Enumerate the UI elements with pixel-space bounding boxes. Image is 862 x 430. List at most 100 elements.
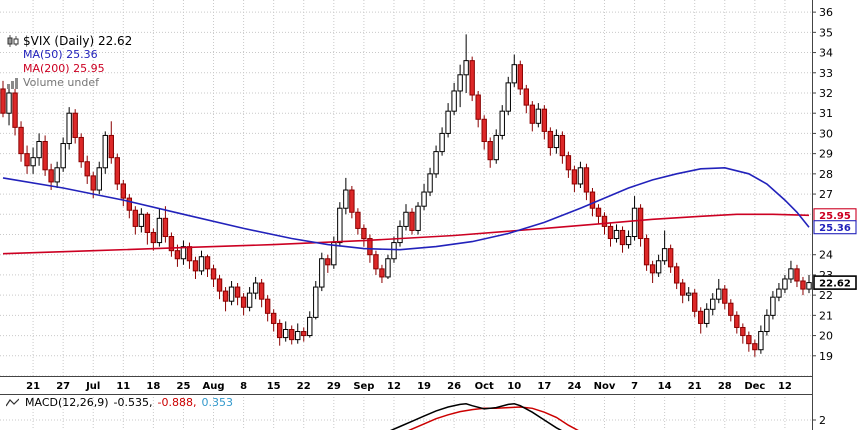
down-candle-body bbox=[174, 250, 181, 260]
down-candle-body bbox=[607, 225, 614, 240]
down-candle-body bbox=[643, 238, 650, 266]
up-candle-body bbox=[6, 92, 12, 114]
legend-volume-row: Volume undef bbox=[6, 76, 132, 90]
x-axis-label: Dec bbox=[744, 381, 765, 392]
up-candle-body bbox=[716, 288, 722, 300]
down-candle-body bbox=[78, 136, 84, 163]
down-candle-body bbox=[379, 268, 385, 278]
x-axis-label: 21 bbox=[688, 381, 702, 392]
y-axis-label: 34 bbox=[819, 47, 833, 60]
up-candle-body bbox=[403, 211, 409, 227]
x-axis-label: 14 bbox=[658, 381, 672, 392]
down-candle-body bbox=[276, 322, 283, 339]
up-candle-body bbox=[457, 74, 463, 92]
down-candle-body bbox=[649, 264, 656, 274]
down-candle-body bbox=[18, 126, 24, 155]
down-candle-body bbox=[728, 302, 734, 316]
down-candle-body bbox=[361, 227, 367, 240]
up-candle-body bbox=[307, 316, 313, 337]
y-axis-label: 22 bbox=[819, 289, 833, 302]
x-axis-label: 25 bbox=[176, 381, 190, 392]
symbol-label: $VIX (Daily) 22.62 bbox=[23, 34, 133, 48]
down-candle-body bbox=[698, 310, 704, 324]
y-axis-label: 32 bbox=[819, 87, 833, 100]
up-candle-body bbox=[66, 112, 72, 145]
down-candle-body bbox=[529, 104, 536, 124]
up-candle-body bbox=[655, 260, 662, 274]
down-candle-body bbox=[289, 329, 295, 341]
y-axis-label: 19 bbox=[819, 350, 833, 363]
price-badge-box bbox=[813, 275, 857, 290]
down-candle-body bbox=[222, 290, 229, 302]
grid-lines bbox=[0, 0, 812, 430]
price-badge-value: 22.62 bbox=[819, 278, 851, 289]
down-candle-body bbox=[48, 169, 54, 183]
down-candle-body bbox=[120, 183, 127, 199]
up-candle-body bbox=[685, 292, 692, 296]
up-candle-body bbox=[764, 314, 770, 333]
down-candle-body bbox=[90, 175, 96, 191]
down-candle-body bbox=[72, 112, 78, 138]
ma200-line bbox=[2, 213, 810, 255]
ma200-label: MA(200) 25.95 bbox=[23, 62, 105, 75]
down-candle-body bbox=[126, 197, 133, 211]
x-axis-label: 7 bbox=[631, 381, 638, 392]
down-candle-body bbox=[301, 331, 307, 337]
price-badge-box bbox=[813, 220, 857, 235]
volume-bars-icon bbox=[6, 77, 23, 89]
up-candle-body bbox=[337, 207, 343, 244]
down-candle-body bbox=[475, 94, 481, 120]
up-candle-body bbox=[313, 286, 319, 318]
up-candle-body bbox=[138, 213, 145, 227]
x-axis: 21 27 Jul 11 18 25 Aug 8 15 22 29 Sep 12 19 26 Oct 10 17 2… bbox=[26, 381, 792, 392]
x-axis-label: Nov bbox=[594, 381, 616, 392]
up-candle-body bbox=[782, 278, 788, 290]
down-candle-body bbox=[0, 88, 6, 114]
down-candle-body bbox=[24, 153, 30, 167]
legend-symbol-row: $VIX (Daily) 22.62 bbox=[6, 34, 132, 48]
up-candle-body bbox=[577, 167, 584, 185]
up-candle-body bbox=[439, 132, 445, 153]
y-axis: 363534333231302928272423222120192 bbox=[812, 6, 833, 427]
y-axis-label: 35 bbox=[819, 26, 833, 39]
up-candle-body bbox=[427, 173, 433, 193]
down-candle-body bbox=[589, 191, 596, 209]
up-candle-body bbox=[661, 248, 668, 262]
down-candle-body bbox=[692, 292, 698, 312]
down-candle-body bbox=[752, 343, 758, 351]
up-candle-body bbox=[36, 141, 42, 159]
up-candle-body bbox=[511, 64, 517, 84]
up-candle-body bbox=[198, 256, 205, 272]
price-badge-value: 25.95 bbox=[819, 211, 851, 222]
y-axis-label: 33 bbox=[819, 67, 833, 80]
up-candle-body bbox=[246, 292, 253, 308]
down-candle-body bbox=[523, 88, 529, 106]
down-candle-body bbox=[367, 238, 373, 256]
down-candle-body bbox=[325, 258, 331, 266]
up-candle-body bbox=[770, 296, 776, 316]
candlestick-icon bbox=[6, 35, 23, 47]
down-candle-body bbox=[264, 298, 271, 314]
up-candle-body bbox=[710, 298, 716, 310]
down-candle-body bbox=[547, 130, 554, 149]
y-axis-label: 29 bbox=[819, 148, 833, 161]
down-candle-body bbox=[740, 326, 746, 337]
down-candle-body bbox=[84, 161, 90, 177]
up-candle-body bbox=[102, 134, 108, 169]
down-candle-body bbox=[679, 282, 686, 296]
down-candle-body bbox=[734, 314, 740, 328]
up-candle-body bbox=[54, 167, 60, 183]
down-candle-body bbox=[409, 211, 415, 231]
legend-ma200-row: MA(200) 25.95 bbox=[6, 62, 132, 76]
down-candle-body bbox=[144, 213, 151, 233]
x-axis-label: 12 bbox=[387, 381, 401, 392]
macd-value: -0.535, bbox=[113, 396, 153, 409]
down-candle-body bbox=[234, 286, 241, 298]
macd-hist-value: 0.353 bbox=[201, 396, 233, 409]
down-candle-body bbox=[637, 207, 644, 240]
down-candle-body bbox=[667, 248, 674, 268]
up-candle-body bbox=[535, 108, 542, 124]
volume-label: Volume undef bbox=[23, 76, 99, 89]
macd-line bbox=[390, 403, 563, 430]
